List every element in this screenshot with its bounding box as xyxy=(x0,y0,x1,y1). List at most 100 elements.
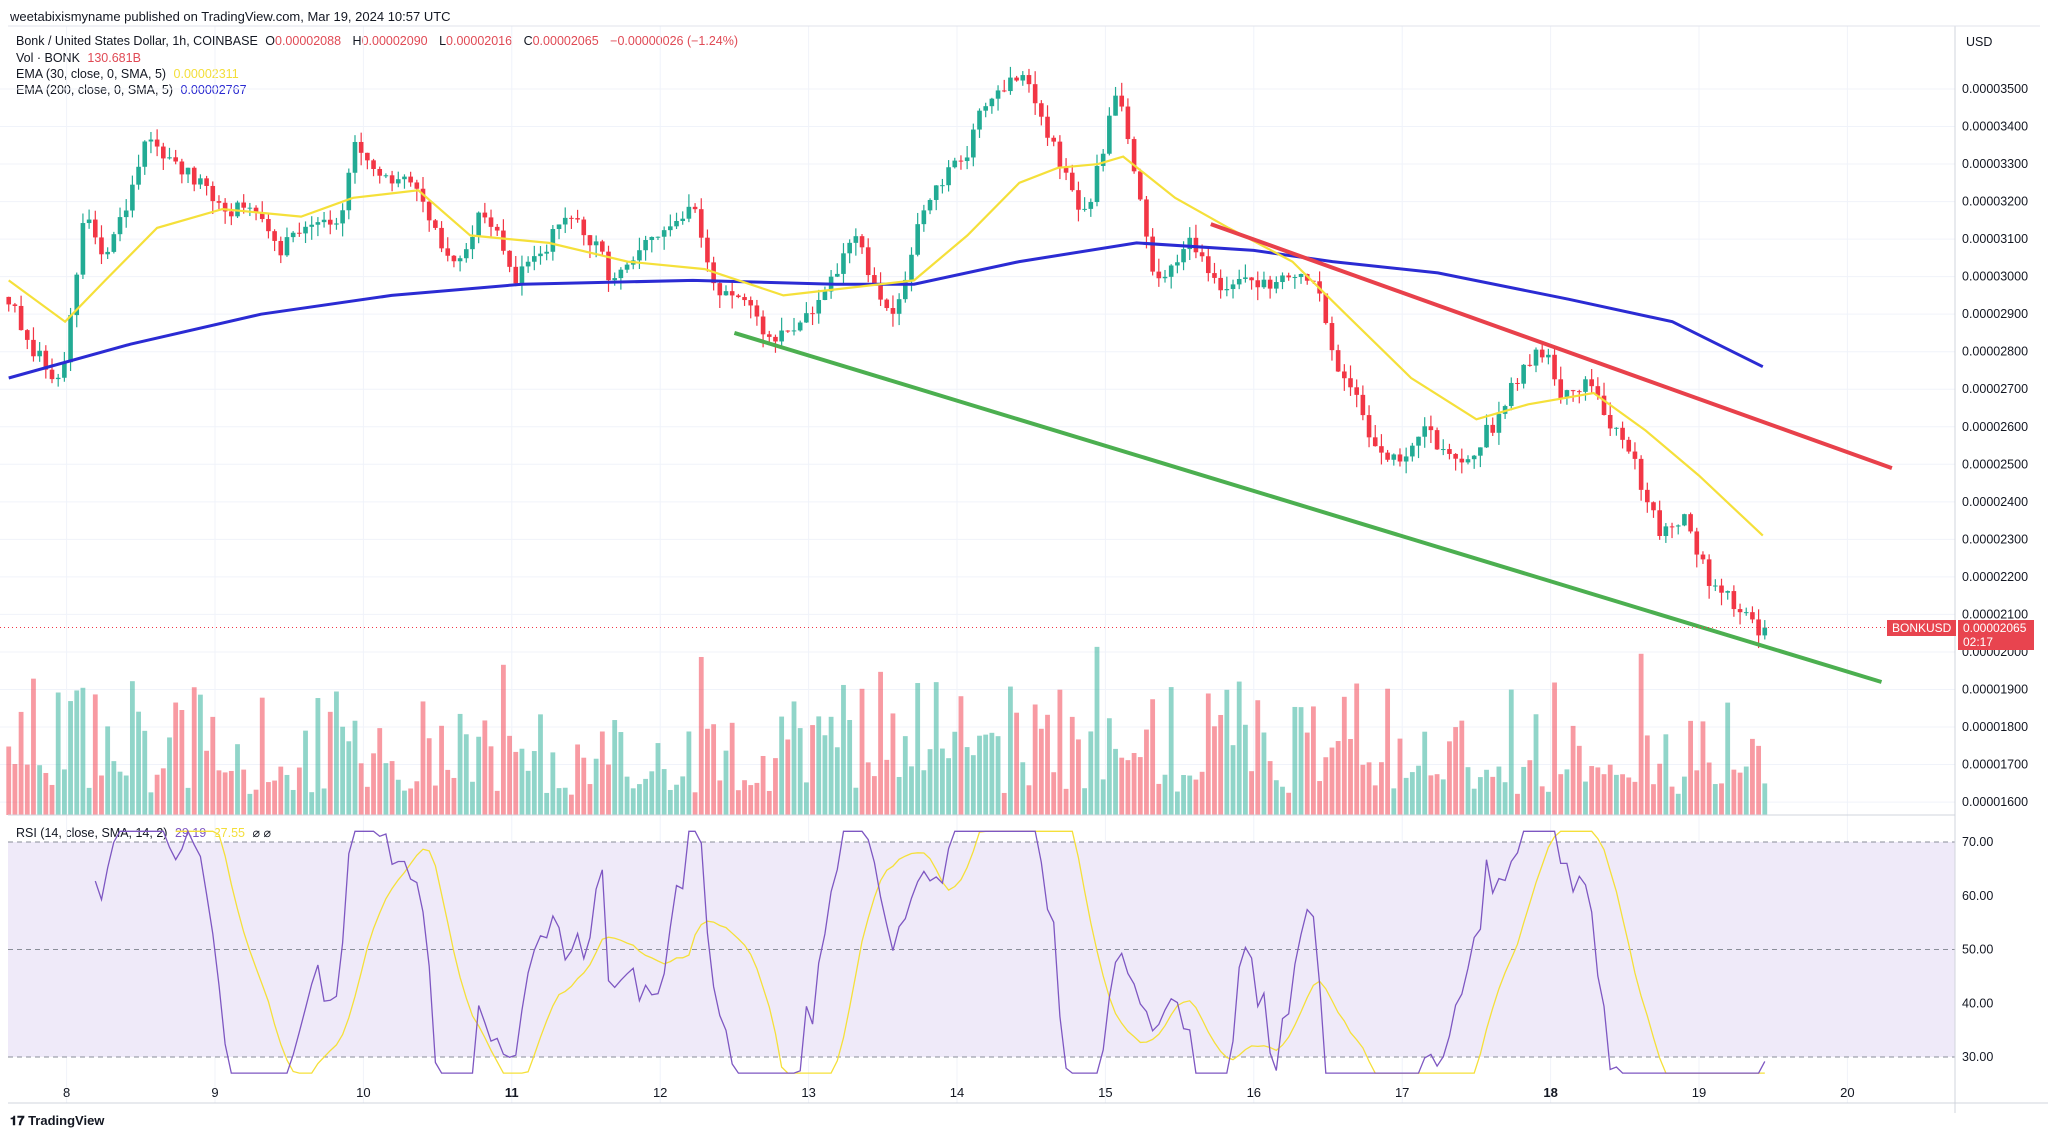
candle-body xyxy=(1224,289,1230,291)
candle-body xyxy=(1131,139,1137,172)
candle-body xyxy=(1372,437,1378,447)
volume-bar xyxy=(544,792,550,815)
candle-body xyxy=(1508,382,1514,407)
volume-bar xyxy=(711,724,717,815)
volume-bar xyxy=(12,764,18,815)
volume-bar xyxy=(921,770,927,815)
candle-body xyxy=(1620,427,1625,440)
volume-bar xyxy=(507,735,512,815)
candle-body xyxy=(1329,323,1335,351)
candle-body xyxy=(476,212,481,238)
volume-bar xyxy=(303,730,308,815)
candle-body xyxy=(111,234,117,252)
candle-body xyxy=(130,184,135,211)
candle-body xyxy=(1737,609,1743,613)
ema200-legend[interactable]: EMA (200, close, 0, SMA, 5) 0.00002767 xyxy=(16,83,251,97)
volume-bar xyxy=(482,720,488,815)
candle-body xyxy=(532,256,537,262)
candle-body xyxy=(1607,414,1613,429)
volume-bar xyxy=(123,775,129,815)
volume-bar xyxy=(43,772,49,815)
candle-body xyxy=(1428,426,1434,431)
candle-body xyxy=(909,254,914,280)
volume-bar xyxy=(500,664,506,815)
volume-bar xyxy=(705,728,710,815)
volume-bar xyxy=(37,765,43,815)
candle-body xyxy=(556,224,562,230)
date-tick: 10 xyxy=(356,1085,370,1100)
candle-body xyxy=(859,236,865,248)
candle-body xyxy=(74,274,80,316)
candle-body xyxy=(1589,379,1594,387)
volume-bar xyxy=(1601,774,1607,815)
volume-bar xyxy=(74,690,80,815)
date-tick: 12 xyxy=(653,1085,667,1100)
volume-bar xyxy=(154,774,160,815)
candle-body xyxy=(1360,394,1366,416)
candle-body xyxy=(463,249,469,259)
candle-body xyxy=(816,299,822,314)
volume-bar xyxy=(1416,765,1421,815)
candle-body xyxy=(1576,391,1582,393)
volume-bar xyxy=(655,743,661,815)
ema30-legend[interactable]: EMA (30, close, 0, SMA, 5) 0.00002311 xyxy=(16,67,243,81)
candle-body xyxy=(1175,262,1180,266)
volume-legend[interactable]: Vol · BONK 130.681B xyxy=(16,51,145,65)
volume-bar xyxy=(105,726,111,815)
symbol-name[interactable]: Bonk / United States Dollar, 1h, COINBAS… xyxy=(16,34,258,48)
candle-body xyxy=(1391,454,1397,460)
volume-bar xyxy=(1187,775,1193,815)
rsi-legend[interactable]: RSI (14, close, SMA, 14, 2) 29.19 27.55 … xyxy=(16,825,275,840)
candle-body xyxy=(674,220,679,227)
volume-bar xyxy=(1261,732,1267,815)
candle-body xyxy=(779,330,784,342)
candle-body xyxy=(680,218,686,221)
volume-bar xyxy=(18,711,24,815)
candle-body xyxy=(1113,95,1118,116)
volume-bar xyxy=(1181,775,1186,815)
candle-body xyxy=(661,230,667,237)
volume-bar xyxy=(970,755,976,815)
candle-body xyxy=(649,236,655,241)
volume-bar xyxy=(216,770,222,815)
rsi-pane xyxy=(8,829,1955,1074)
volume-bar xyxy=(173,702,179,815)
candle-body xyxy=(6,296,12,305)
candle-body xyxy=(692,206,698,210)
volume-bar xyxy=(1032,704,1038,815)
volume-bar xyxy=(99,775,104,815)
high-value: 0.00002090 xyxy=(361,34,428,48)
volume-bar xyxy=(1743,766,1749,815)
volume-bar xyxy=(371,753,376,815)
candle-body xyxy=(896,299,902,314)
candle-body xyxy=(395,179,401,184)
candle-body xyxy=(637,250,642,261)
candle-body xyxy=(1063,168,1069,173)
volume-bar xyxy=(692,792,698,815)
lower-support-trendline xyxy=(733,330,1883,684)
volume-bar xyxy=(853,787,859,815)
tradingview-logo[interactable]: 𝟏𝟕 TradingView xyxy=(10,1113,104,1129)
volume-bar xyxy=(1558,774,1564,815)
candle-body xyxy=(501,230,506,251)
volume-bar xyxy=(754,782,760,815)
volume-bar xyxy=(86,787,92,815)
volume-bar xyxy=(810,725,815,815)
volume-bar xyxy=(649,771,655,815)
candle-body xyxy=(334,223,339,225)
currency-label: USD xyxy=(1966,35,1992,49)
volume-bar xyxy=(1422,731,1428,815)
volume-bar xyxy=(1527,760,1533,815)
candle-body xyxy=(1397,454,1403,462)
volume-bar xyxy=(1379,762,1384,815)
low-label: L xyxy=(439,34,447,48)
candle-body xyxy=(853,236,859,243)
rsi-visibility-icons[interactable]: ⌀ ⌀ xyxy=(252,826,271,840)
volume-bar xyxy=(364,786,370,815)
candle-body xyxy=(1626,439,1632,452)
candle-body xyxy=(470,237,475,250)
volume-bar xyxy=(191,687,197,815)
volume-bar xyxy=(1323,757,1329,815)
high-label: H xyxy=(352,34,362,48)
